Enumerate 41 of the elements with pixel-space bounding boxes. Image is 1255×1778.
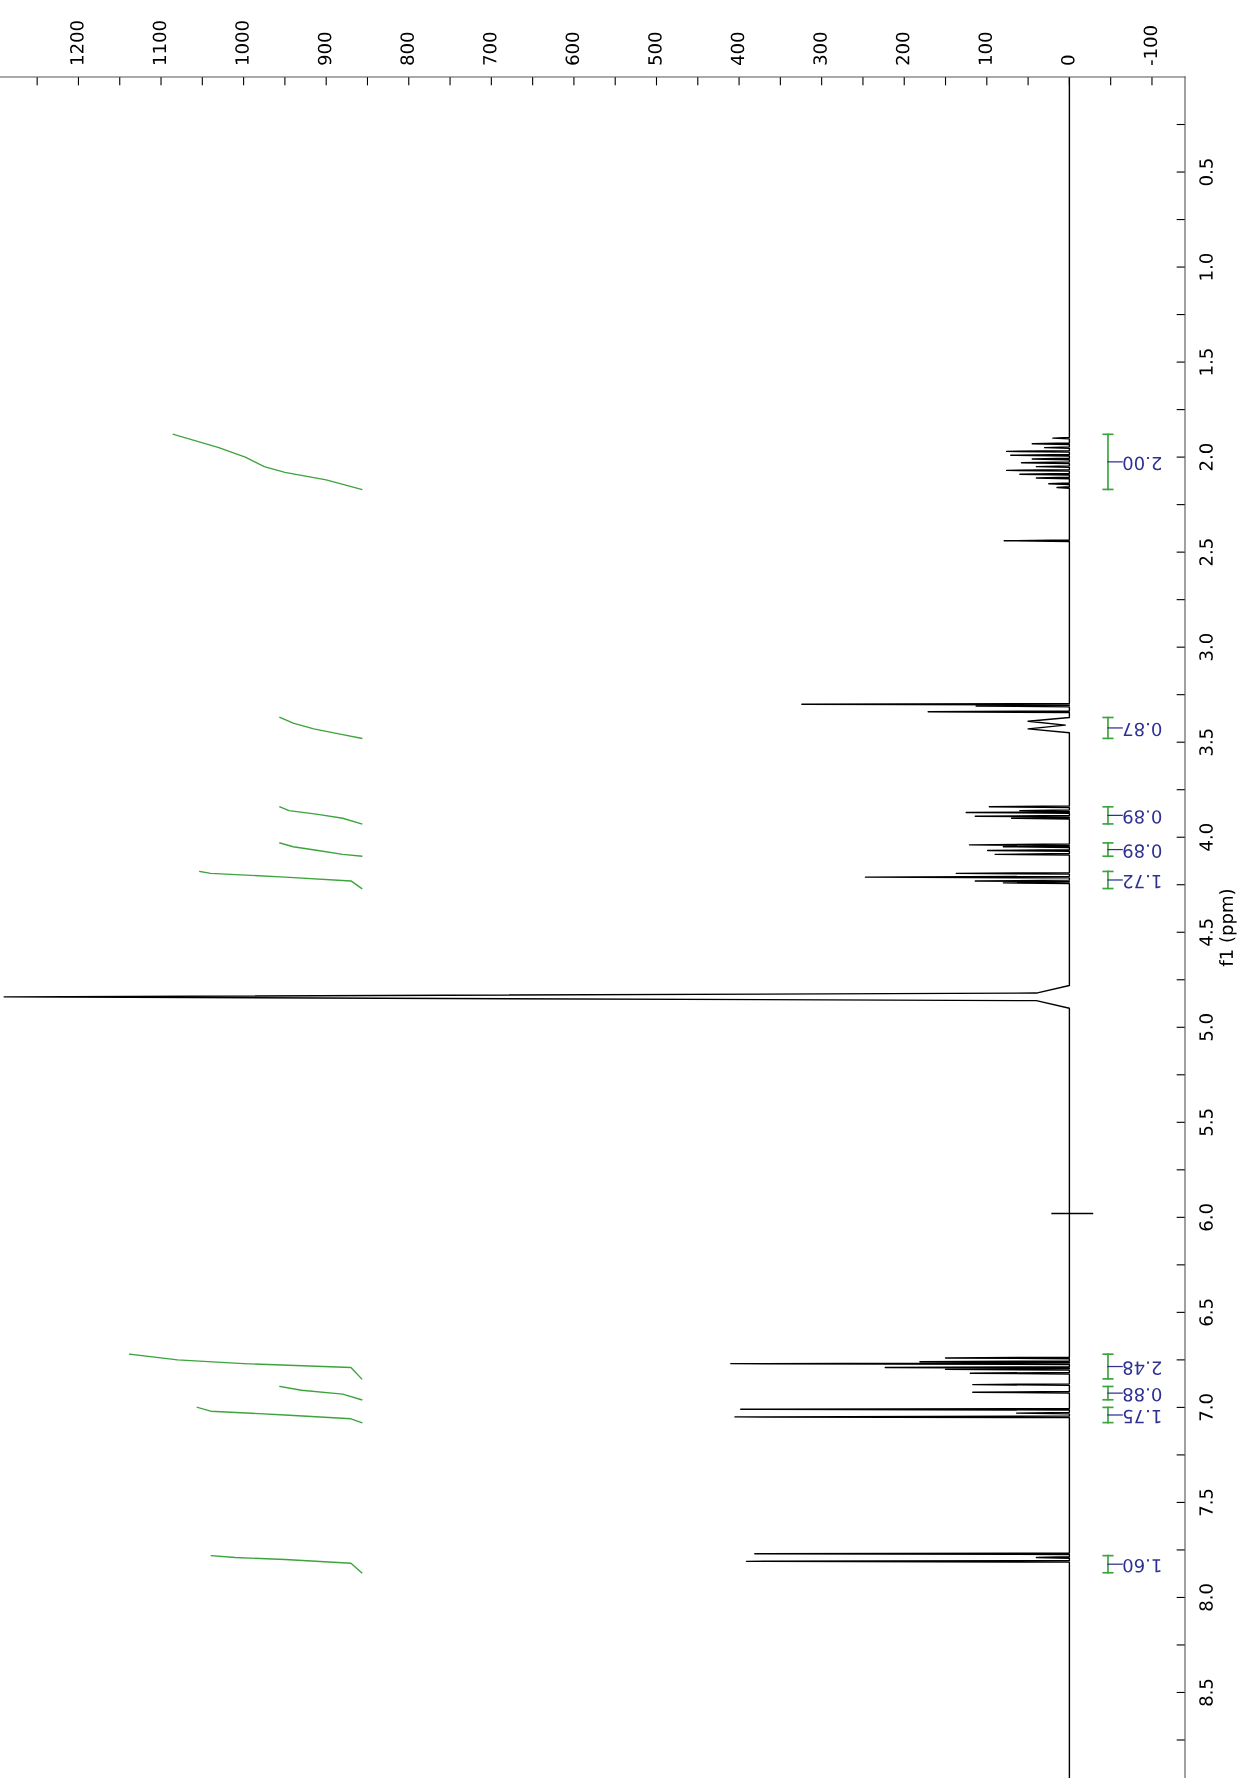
y-tick-label: 6.5 bbox=[1199, 1299, 1213, 1326]
y-tick-label: 6.0 bbox=[1199, 1204, 1213, 1231]
annotation: 0.89 bbox=[1123, 844, 1162, 858]
x-tick-label: 1100 bbox=[152, 21, 167, 64]
x-tick-label: 500 bbox=[648, 32, 662, 65]
x-tick-label: -100 bbox=[1143, 26, 1158, 66]
x-tick-label: 900 bbox=[317, 32, 332, 65]
annotation: 2.48 bbox=[1123, 1361, 1162, 1375]
x-tick-label: 100 bbox=[978, 32, 993, 64]
annotation: 1.72 bbox=[1124, 875, 1161, 889]
y-tick-label: 3.0 bbox=[1199, 634, 1213, 661]
annotation: 0.87 bbox=[1123, 722, 1162, 737]
y-tick-label: 8.0 bbox=[1199, 1584, 1213, 1611]
x-tick-label: 400 bbox=[730, 32, 745, 66]
y-tick-label: 1.0 bbox=[1199, 253, 1213, 280]
annotation: 0.89 bbox=[1123, 810, 1162, 824]
x-tick-label: 1000 bbox=[235, 21, 249, 64]
y-tick-label: 5.5 bbox=[1199, 1109, 1213, 1136]
x-tick-label: 200 bbox=[895, 32, 910, 65]
annotation: 2.00 bbox=[1123, 456, 1162, 471]
y-tick-label: 1.5 bbox=[1199, 349, 1213, 375]
annotation: 1.75 bbox=[1123, 1409, 1161, 1424]
y-tick-label: 2.5 bbox=[1199, 539, 1213, 566]
y-tick-label: 0.5 bbox=[1199, 159, 1213, 186]
y-tick-label: 3.5 bbox=[1199, 729, 1213, 756]
y-tick-label: 2.0 bbox=[1199, 443, 1213, 471]
y-tick-label: 4.0 bbox=[1199, 824, 1213, 851]
y-tick-label: 7.0 bbox=[1199, 1394, 1213, 1421]
annotation: 0.88 bbox=[1123, 1387, 1162, 1402]
y-tick-label: 8.5 bbox=[1199, 1679, 1213, 1706]
y-tick-label: 5.0 bbox=[1199, 1014, 1213, 1041]
annotation: 1.60 bbox=[1123, 1558, 1161, 1573]
x-tick-label: 700 bbox=[482, 32, 497, 65]
x-tick-label: 600 bbox=[565, 32, 580, 65]
y-tick-label: 7.5 bbox=[1199, 1489, 1213, 1516]
y-axis-title: f1 (ppm) bbox=[1219, 889, 1237, 967]
x-tick-label: 0 bbox=[1060, 55, 1075, 65]
x-tick-label: 1200 bbox=[70, 21, 84, 64]
x-tick-label: 300 bbox=[813, 32, 827, 65]
y-tick-label: 4.5 bbox=[1199, 919, 1213, 946]
x-tick-label: 800 bbox=[400, 32, 414, 65]
